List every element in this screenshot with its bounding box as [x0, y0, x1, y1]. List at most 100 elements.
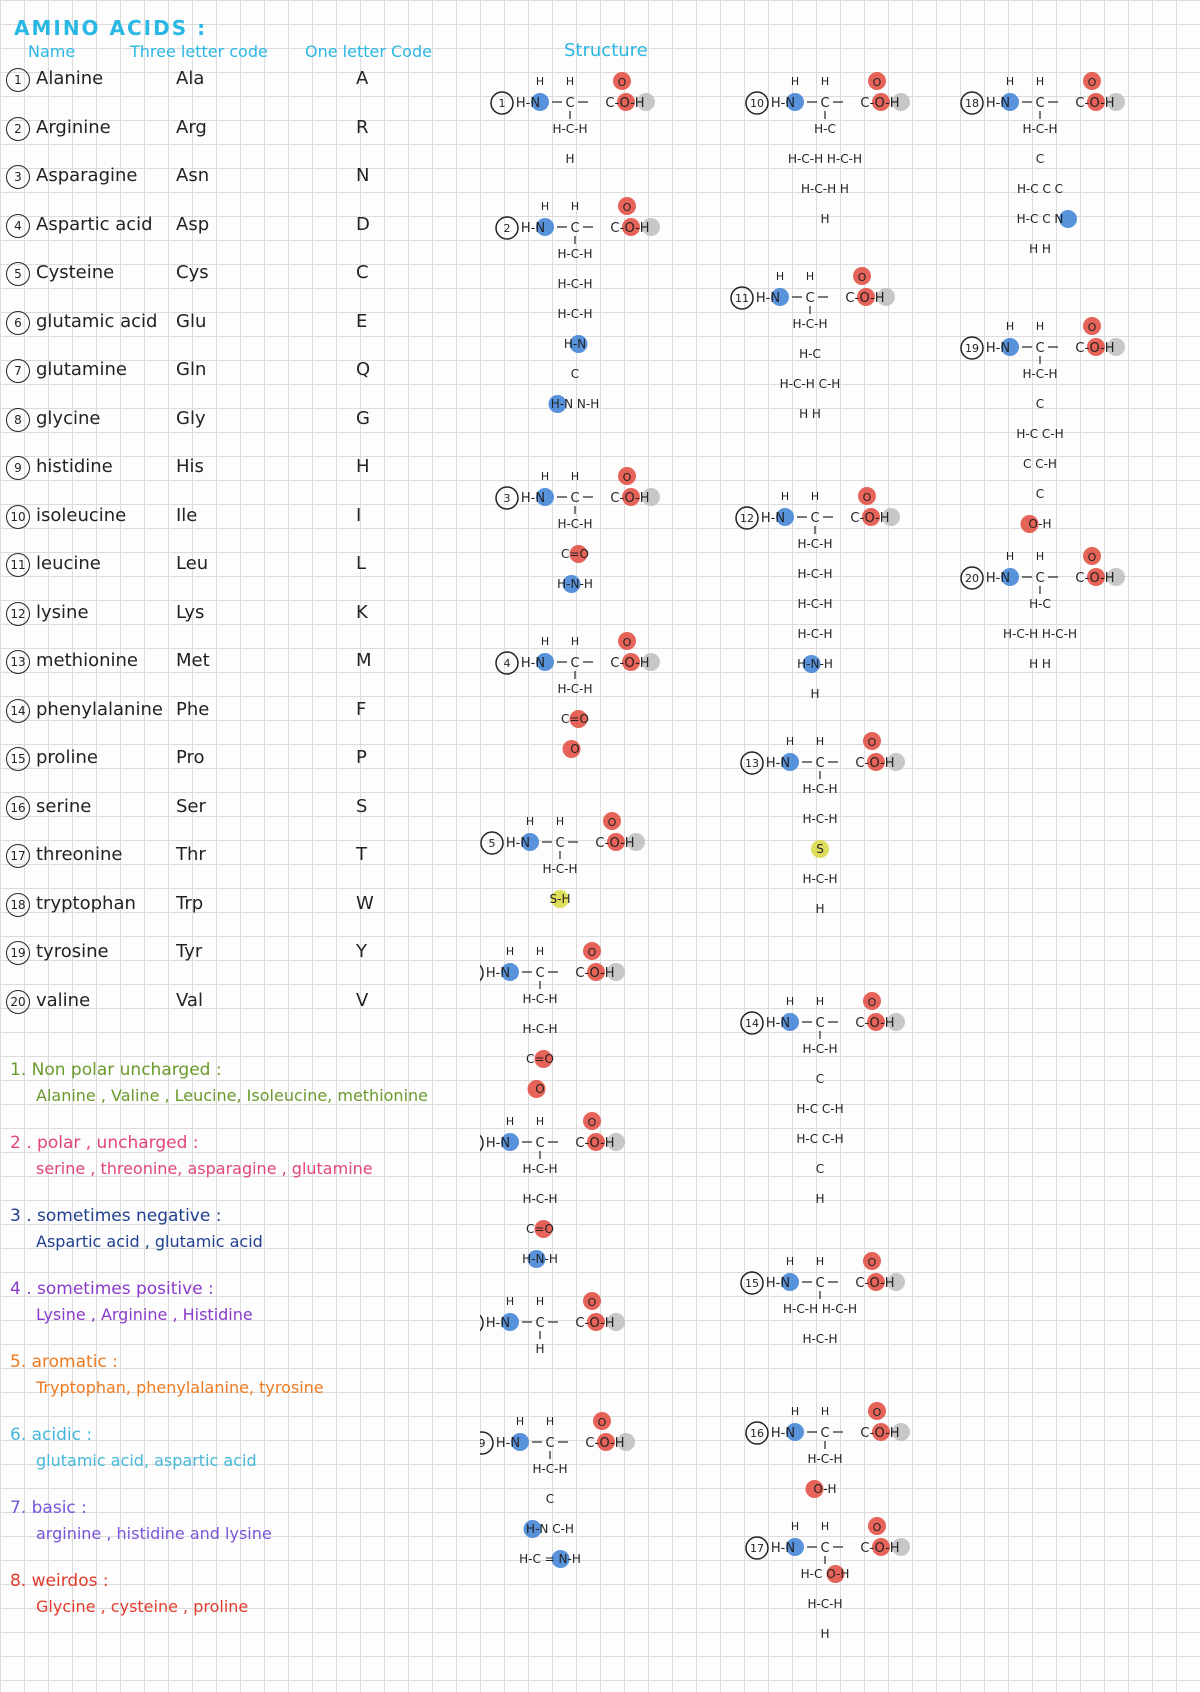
nitrogen-atom: [786, 1538, 804, 1556]
category-block: 5. aromatic : Tryptophan, phenylalanine, …: [10, 1352, 450, 1397]
hydroxyl-oxygen: [872, 93, 890, 111]
side-chain-line: C=O: [526, 1222, 554, 1236]
alpha-hydrogen: H: [1036, 75, 1044, 88]
category-block: 2 . polar , uncharged : serine , threonin…: [10, 1133, 450, 1178]
structure-number-circle: [480, 831, 504, 855]
oxygen-atom: [569, 710, 588, 728]
amine-hydrogen: H: [791, 75, 799, 88]
amino-acid-row: 8 glycine Gly G: [6, 402, 406, 442]
row-number: 18: [6, 892, 30, 917]
hydroxyl-hydrogen: [892, 93, 910, 111]
alpha-hydrogen: H: [556, 815, 564, 828]
carbonyl-oxygen: [868, 1517, 886, 1535]
nitrogen-atom: [562, 575, 581, 593]
nitrogen-atom: [786, 1423, 804, 1441]
amino-acid-structure: 19 H-NH HC C-O-HOH-C-HCH-C C-HC C-HCO-H: [960, 317, 1125, 533]
side-chain-line: O-H: [1028, 517, 1051, 531]
amino-acid-row: 16 serine Ser S: [6, 790, 406, 830]
oxygen-atom: [1020, 515, 1039, 533]
amine-hydrogen: H: [506, 1295, 514, 1308]
amino-acid-row: 13 methionine Met M: [6, 644, 406, 684]
row-number: 6: [6, 310, 30, 335]
one-letter-code: I: [356, 504, 362, 526]
side-chain-line: H-C C N: [1017, 212, 1064, 226]
amino-acid-name: histidine: [36, 456, 113, 477]
hydroxyl-hydrogen: [607, 963, 625, 981]
side-chain-line: C: [1036, 152, 1044, 166]
one-letter-code: G: [356, 407, 370, 429]
row-number: 3: [6, 165, 30, 189]
side-chain-line: H-C O-H: [801, 1567, 850, 1581]
side-chain-line: H-N-H: [557, 577, 593, 591]
amine-group: H-N: [771, 1426, 795, 1441]
oxygen-atom: [534, 1050, 553, 1068]
carbonyl-oxygen: [1083, 72, 1101, 90]
carbonyl-o-label: O: [588, 1116, 597, 1129]
alpha-carbon: C: [1035, 341, 1044, 356]
side-chain-line: H-N C-H: [526, 1522, 574, 1536]
side-chain-line: H: [815, 902, 824, 916]
side-chain-line: H: [820, 1627, 829, 1641]
hydroxyl-hydrogen: [887, 753, 905, 771]
side-chain-line: H-C-H: [522, 992, 557, 1006]
structure-number: 10: [750, 97, 764, 110]
carbonyl-o-label: O: [873, 1521, 882, 1534]
amine-group: H-N: [986, 341, 1010, 356]
carbonyl-oxygen: [863, 732, 881, 750]
carbonyl-o-label: O: [623, 471, 632, 484]
amine-hydrogen: H: [1006, 550, 1014, 563]
nitrogen-atom: [536, 218, 554, 236]
side-chain-line: H-C-H C-H: [780, 377, 841, 391]
hydroxyl-oxygen: [857, 288, 875, 306]
amino-acid-name: glutamic acid: [36, 310, 158, 332]
carbonyl-o-label: O: [608, 816, 617, 829]
one-letter-code: T: [356, 844, 367, 865]
structure-diagrams: 1 H-NH HC C-O-HOH-C-HH2 H-NH HC C-O-HOH-C-HH-C…: [480, 72, 1125, 1641]
amine-hydrogen: H: [516, 1415, 524, 1428]
side-chain-line: H-C-H: [522, 1192, 557, 1206]
amino-acid-row: 3 Asparagine Asn N: [6, 159, 406, 199]
amino-acid-structure: 4 H-NH HC C-O-HOH-C-HC=OO: [495, 632, 660, 758]
structure-number: 15: [745, 1277, 759, 1290]
row-number: 8: [6, 407, 30, 432]
structure-number: 5: [489, 837, 496, 850]
amino-acid-name: serine: [36, 795, 92, 817]
alpha-hydrogen: H: [816, 735, 824, 748]
hydroxyl-hydrogen: [642, 488, 660, 506]
nitrogen-atom: [523, 1520, 542, 1538]
row-number: 4: [6, 213, 30, 238]
side-chain-line: H-C: [814, 122, 836, 136]
carbonyl-o-label: O: [873, 76, 882, 89]
amino-acid-row: 6 glutamic acid Glu E: [6, 305, 406, 345]
amine-group: H-N: [771, 1541, 795, 1556]
side-chain-line: C: [1036, 397, 1044, 411]
structure-number: 1: [499, 97, 506, 110]
nitrogen-atom: [511, 1433, 529, 1451]
row-number: 13: [6, 650, 30, 674]
nitrogen-atom: [776, 508, 794, 526]
nitrogen-atom: [501, 963, 519, 981]
hydroxyl-hydrogen: [627, 833, 645, 851]
side-chain-line: C: [546, 1492, 554, 1506]
one-letter-code: K: [356, 601, 368, 623]
carbonyl-oxygen: [593, 1412, 611, 1430]
side-chain-line: H-N N-H: [551, 397, 599, 411]
three-letter-code: His: [176, 456, 204, 477]
structure-number-circle: [745, 91, 769, 115]
amine-hydrogen: H: [786, 735, 794, 748]
structure-number: 13: [745, 757, 759, 770]
category-heading: 2 . polar , uncharged :: [10, 1133, 199, 1153]
amino-acid-name: Arginine: [36, 116, 111, 138]
one-letter-code: S: [356, 795, 368, 817]
side-chain-line: H-C-H: [522, 1162, 557, 1176]
amino-acid-structure: 5 H-NH HC C-O-HOH-C-HS-H: [480, 812, 645, 908]
amine-group: H-N: [516, 96, 540, 111]
side-chain-line: H-C-H H-C-H: [788, 152, 862, 166]
structure-number-circle: [490, 91, 514, 115]
amino-acid-name: Asparagine: [36, 165, 138, 186]
hydroxyl-oxygen: [872, 1423, 890, 1441]
one-letter-code: E: [356, 310, 368, 332]
hydroxyl-oxygen: [622, 488, 640, 506]
hydroxyl-hydrogen: [887, 1013, 905, 1031]
